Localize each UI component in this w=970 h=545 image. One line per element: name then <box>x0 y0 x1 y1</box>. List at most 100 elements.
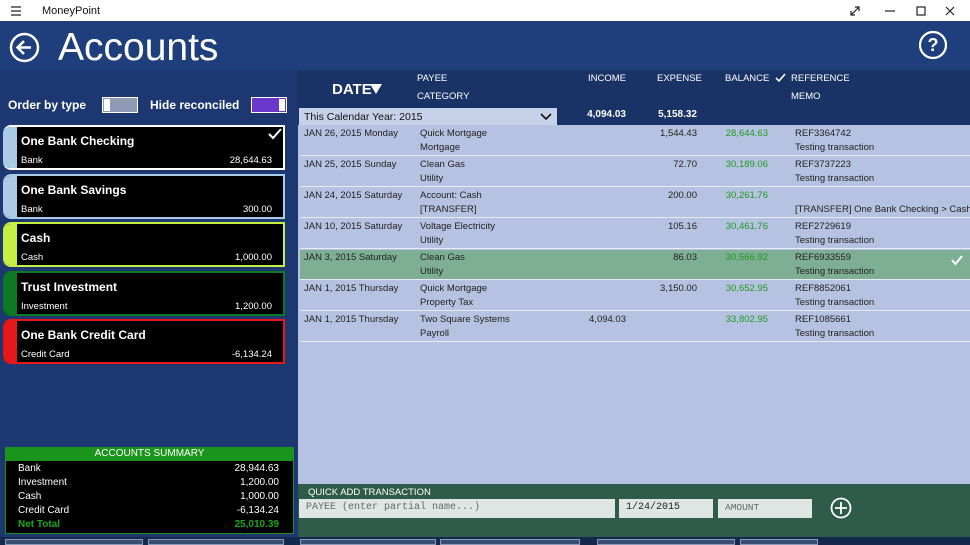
account-name: Trust Investment <box>21 279 118 294</box>
summary-label: Bank <box>18 463 41 474</box>
svg-text:?: ? <box>928 35 939 55</box>
cell-category: Utility <box>420 173 444 184</box>
column-label: REFERENCE <box>791 73 850 84</box>
cell-balance: 30,261.76 <box>725 190 768 201</box>
cell-payee: Voltage Electricity <box>420 221 495 232</box>
transaction-row[interactable] <box>300 219 970 249</box>
column-label: CATEGORY <box>417 91 470 102</box>
account-color <box>3 175 17 217</box>
cell-payee: Account: Cash <box>420 190 482 201</box>
transaction-row[interactable] <box>300 126 970 156</box>
cell-reference: REF3364742 <box>795 128 851 139</box>
cell-date: JAN 25, 2015 Sunday <box>304 159 397 170</box>
account-balance: 1,000.00 <box>235 252 272 263</box>
cell-date: JAN 24, 2015 Saturday <box>304 190 403 201</box>
cell-payee: Quick Mortgage <box>420 128 488 139</box>
account-type: Investment <box>21 300 68 312</box>
cell-date: JAN 10, 2015 Saturday <box>304 221 403 232</box>
bottom-button[interactable] <box>300 539 436 545</box>
cell-memo: Testing transaction <box>795 297 875 308</box>
bottom-button[interactable] <box>440 539 580 545</box>
cell-expense: 3,150.00 <box>660 283 697 294</box>
help-button[interactable]: ? <box>918 30 948 60</box>
cell-category: Utility <box>420 235 444 246</box>
toggle-label: Hide reconciled <box>150 98 240 112</box>
account-card[interactable] <box>3 173 285 219</box>
date-input[interactable] <box>619 499 713 518</box>
account-type: Bank <box>21 155 43 166</box>
account-color <box>3 272 17 314</box>
account-name: One Bank Credit Card <box>21 328 146 342</box>
add-button[interactable] <box>830 497 852 519</box>
cell-reference: REF3737223 <box>795 159 851 170</box>
transaction-row[interactable] <box>300 281 970 311</box>
account-name: Cash <box>21 231 51 245</box>
cell-category: Payroll <box>420 328 450 339</box>
amount-input[interactable] <box>718 499 812 518</box>
restore-icon[interactable] <box>850 6 860 16</box>
cell-memo: [TRANSFER] One Bank Checking > Cash <box>795 204 970 215</box>
header <box>0 21 970 70</box>
transaction-table <box>298 125 970 484</box>
cell-category: Property Tax <box>420 297 474 308</box>
bottom-button[interactable] <box>5 539 143 545</box>
cell-payee: Quick Mortgage <box>420 283 488 294</box>
date-value: 1/24/2015 <box>626 502 681 513</box>
summary-label: Credit Card <box>18 505 70 516</box>
account-type: Credit Card <box>21 349 70 360</box>
account-card[interactable] <box>3 270 285 316</box>
bottom-button[interactable] <box>148 539 284 545</box>
account-card[interactable] <box>3 125 285 170</box>
summary-value: -6,134.24 <box>236 505 279 516</box>
toggle-switch[interactable] <box>102 97 138 113</box>
account-balance: -6,134.24 <box>231 349 272 360</box>
account-type: Bank <box>21 203 43 215</box>
cell-payee: Clean Gas <box>420 159 465 170</box>
payee-input[interactable] <box>299 499 615 518</box>
summary-value: 1,000.00 <box>240 491 279 502</box>
account-type: Cash <box>21 252 44 263</box>
cell-category: Utility <box>420 266 444 277</box>
filter-dropdown[interactable] <box>299 108 557 125</box>
cell-balance: 30,461.76 <box>725 221 768 232</box>
back-button[interactable] <box>9 32 40 63</box>
transaction-row[interactable] <box>300 250 970 280</box>
cell-payee: Clean Gas <box>420 252 465 263</box>
summary-title: ACCOUNTS SUMMARY <box>94 448 205 459</box>
account-card[interactable] <box>3 222 285 267</box>
account-color <box>3 321 17 362</box>
cell-balance: 28,644.63 <box>725 128 768 139</box>
cell-date: JAN 26, 2015 Monday <box>304 128 399 139</box>
toggle-switch[interactable] <box>251 97 287 113</box>
sort-date[interactable]: DATE <box>332 81 372 98</box>
cell-memo: Testing transaction <box>795 266 875 277</box>
maximize-icon[interactable] <box>916 6 926 16</box>
close-icon[interactable] <box>945 6 955 16</box>
column-label: INCOME <box>588 73 626 84</box>
cell-balance: 30,189.06 <box>725 159 768 170</box>
sort-arrow <box>370 84 382 94</box>
menu-icon[interactable] <box>11 6 21 16</box>
cell-reference: REF1085661 <box>795 314 851 325</box>
cell-memo: Testing transaction <box>795 142 875 153</box>
transaction-row[interactable] <box>300 312 970 342</box>
account-card[interactable] <box>3 319 285 364</box>
summary-label: Investment <box>18 477 67 488</box>
title-bar <box>0 0 970 21</box>
transaction-row[interactable] <box>300 157 970 187</box>
column-label: MEMO <box>791 91 821 102</box>
selected-check <box>951 255 963 266</box>
bottom-button[interactable] <box>597 539 735 545</box>
cell-reference: REF6933559 <box>795 252 851 263</box>
cell-memo: Testing transaction <box>795 235 875 246</box>
account-name: One Bank Checking <box>21 134 135 148</box>
cell-reference: REF8852061 <box>795 283 851 294</box>
net-total-value: 25,010.39 <box>234 519 280 530</box>
total-expense: 5,158.32 <box>658 109 697 120</box>
transaction-row[interactable] <box>300 188 970 218</box>
bottom-button[interactable] <box>740 539 818 545</box>
cell-balance: 30,566.92 <box>725 252 768 263</box>
total-income: 4,094.03 <box>587 109 626 120</box>
column-label: BALANCE <box>725 73 770 84</box>
